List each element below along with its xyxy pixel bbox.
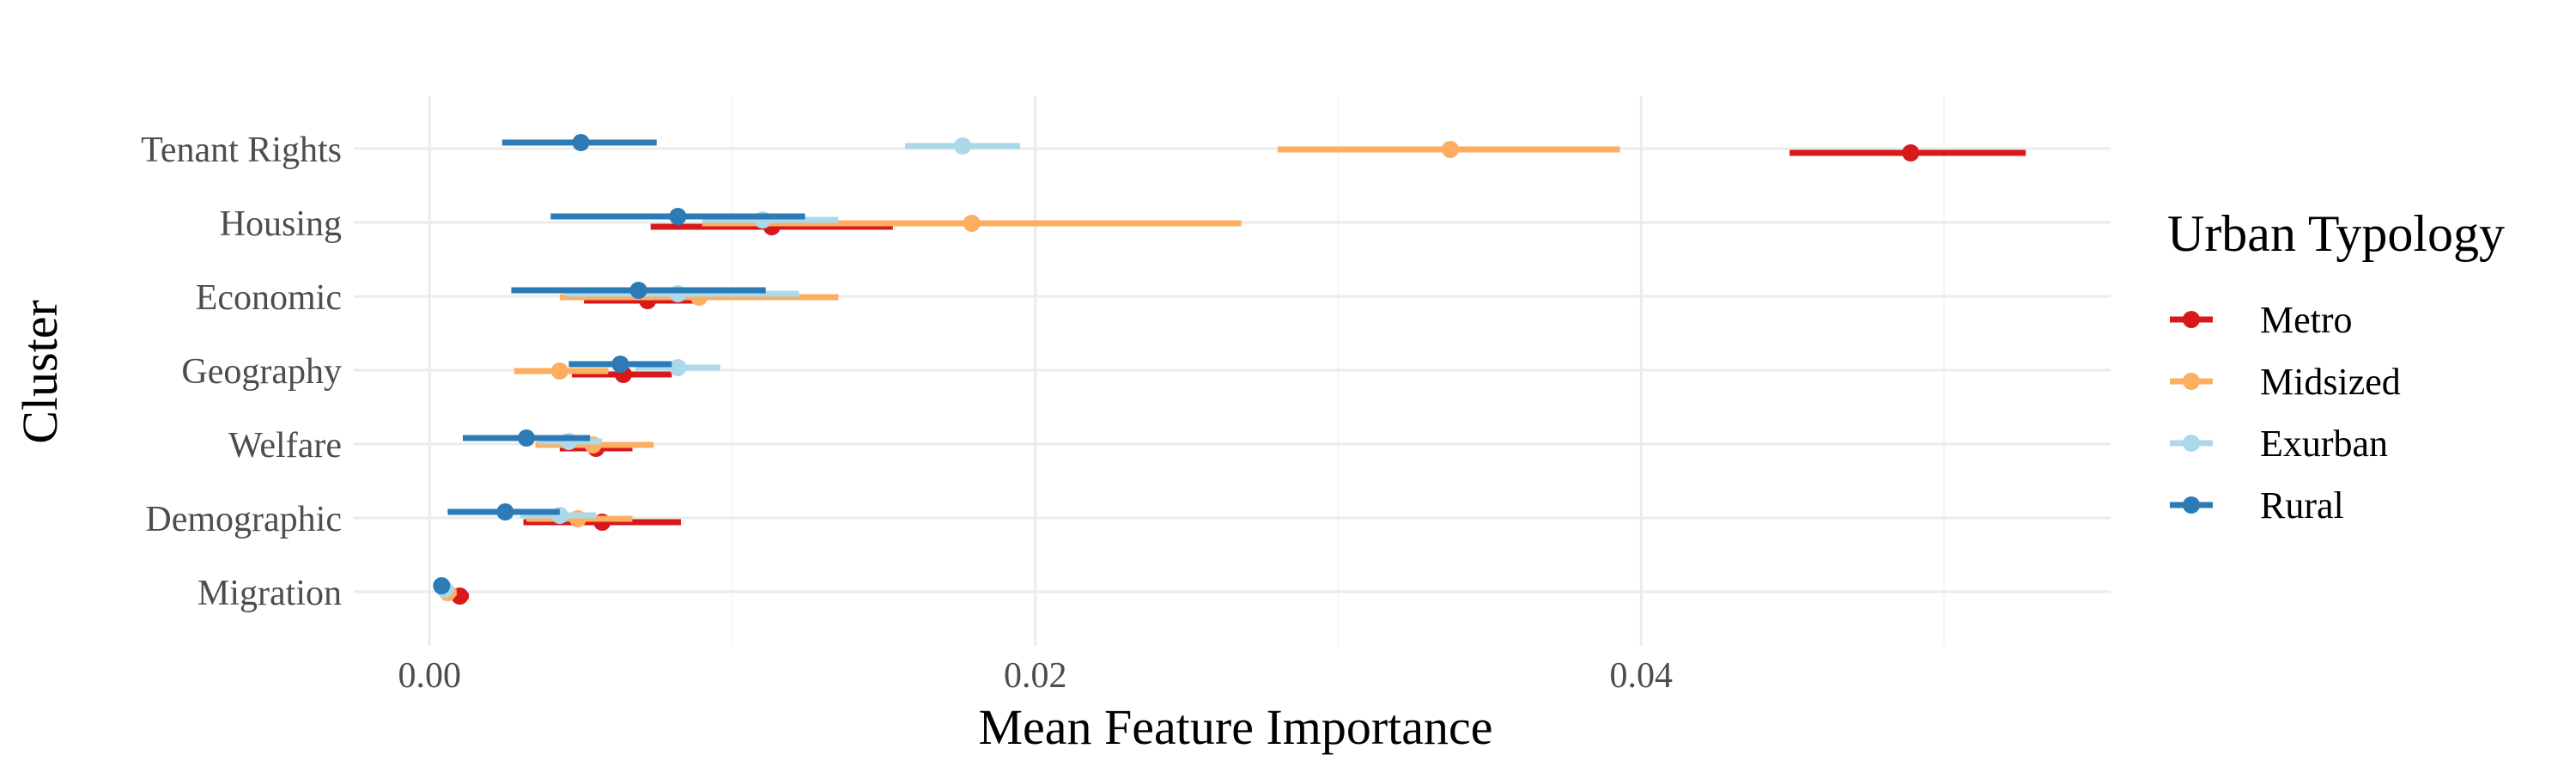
legend-title: Urban Typology bbox=[2167, 205, 2505, 262]
mean-point bbox=[550, 362, 568, 380]
series-layer bbox=[433, 134, 2026, 605]
mean-point bbox=[669, 208, 687, 225]
x-axis-title: Mean Feature Importance bbox=[978, 699, 1492, 755]
y-tick-label: Migration bbox=[197, 574, 342, 613]
legend-label: Exurban bbox=[2260, 423, 2388, 465]
legend-key-point bbox=[2183, 311, 2200, 328]
legend-items: Metro Midsized Exurban Rural bbox=[2170, 299, 2401, 526]
legend-label: Rural bbox=[2260, 484, 2344, 526]
series-metro bbox=[450, 144, 2026, 605]
series-rural bbox=[433, 134, 805, 594]
legend-item-exurban: Exurban bbox=[2170, 423, 2388, 465]
mean-point bbox=[518, 429, 536, 447]
mean-point bbox=[433, 577, 451, 594]
mean-point bbox=[496, 503, 514, 520]
legend-key-point bbox=[2183, 435, 2200, 452]
legend-item-metro: Metro bbox=[2170, 299, 2353, 341]
x-tick-label: 0.00 bbox=[398, 656, 461, 696]
mean-point bbox=[629, 282, 647, 299]
mean-point bbox=[1441, 141, 1459, 158]
legend-key-point bbox=[2183, 496, 2200, 514]
legend-item-rural: Rural bbox=[2170, 484, 2344, 526]
tick-layer: 0.00 0.02 0.04 Tenant Rights Housing Economic… bbox=[141, 131, 1673, 696]
mean-point bbox=[963, 215, 981, 232]
mean-point bbox=[611, 356, 629, 373]
legend-label: Midsized bbox=[2260, 361, 2401, 403]
x-tick-label: 0.04 bbox=[1609, 656, 1673, 696]
legend-key-point bbox=[2183, 373, 2200, 390]
y-axis-title: Cluster bbox=[12, 300, 68, 444]
y-tick-label: Housing bbox=[220, 204, 342, 244]
legend-item-midsized: Midsized bbox=[2170, 361, 2401, 403]
y-tick-label: Geography bbox=[181, 352, 342, 392]
legend-label: Metro bbox=[2260, 299, 2353, 341]
y-tick-label: Demographic bbox=[145, 500, 342, 539]
y-tick-label: Economic bbox=[196, 278, 342, 318]
mean-point bbox=[669, 359, 687, 376]
mean-point bbox=[572, 134, 590, 151]
y-tick-label: Tenant Rights bbox=[141, 131, 342, 170]
series-exurban bbox=[435, 137, 1021, 598]
y-tick-label: Welfare bbox=[228, 426, 342, 466]
x-tick-label: 0.02 bbox=[1004, 656, 1067, 696]
mean-point bbox=[954, 137, 972, 155]
mean-point bbox=[1902, 144, 1920, 161]
legend: Urban Typology Metro Midsized Exurban Rural bbox=[2167, 205, 2505, 526]
